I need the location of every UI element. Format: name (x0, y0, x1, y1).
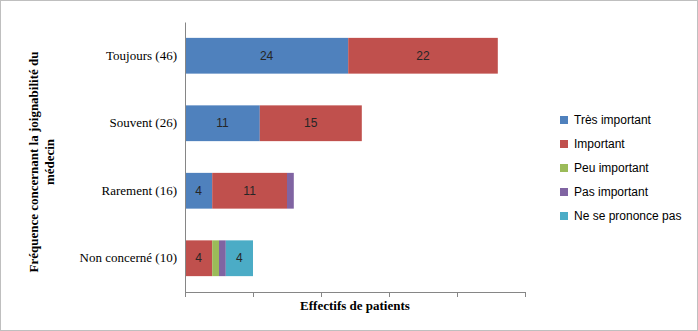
x-tick (389, 292, 390, 297)
y-axis-line (185, 23, 186, 293)
bar (497, 38, 498, 74)
legend-label: Important (574, 137, 625, 151)
legend-label: Peu important (574, 161, 649, 175)
data-label: 4 (195, 184, 202, 198)
chart-frame (1, 1, 698, 331)
bars (185, 38, 498, 276)
data-label: 11 (216, 116, 229, 130)
bar (497, 38, 498, 74)
bar (212, 240, 219, 276)
data-label: 24 (260, 49, 274, 63)
y-tick: Souvent (26) (109, 115, 177, 130)
x-tick (525, 292, 526, 297)
y-axis-title-line: médecin (42, 138, 57, 185)
bar (361, 105, 362, 141)
bar (185, 173, 212, 209)
bar (293, 173, 294, 209)
x-tick (253, 292, 254, 297)
data-label: 15 (304, 116, 318, 130)
bar (185, 38, 348, 74)
bar (287, 173, 294, 209)
x-tick-mark (457, 292, 458, 297)
legend-label: Ne se prononce pas (574, 209, 681, 223)
x-tick (321, 292, 322, 297)
bar (361, 105, 362, 141)
y-tick: Toujours (46) (106, 48, 177, 63)
data-label: 11 (243, 184, 256, 198)
x-tick-mark (389, 292, 390, 297)
x-tick (457, 292, 458, 297)
series-bars (226, 240, 253, 276)
y-tick-label: Souvent (26) (109, 115, 177, 130)
data-label: 4 (236, 251, 243, 265)
y-tick: Rarement (16) (102, 183, 177, 198)
bar (185, 105, 260, 141)
x-tick-mark (185, 292, 186, 297)
series-bars (219, 173, 294, 276)
data-labels: 24 11 4 22 15 11 4 4 (195, 49, 430, 266)
x-tick-mark (321, 292, 322, 297)
x-tick-mark (525, 292, 526, 297)
y-tick-label: Non concerné (10) (80, 250, 177, 265)
x-axis-title: Effectifs de patients (300, 298, 410, 313)
bar (497, 38, 498, 74)
legend-item: Important (560, 137, 625, 151)
x-axis (186, 292, 526, 297)
bar (348, 38, 498, 74)
data-label: 22 (416, 49, 430, 63)
y-tick-label: Toujours (46) (106, 48, 177, 63)
legend-label: Pas important (574, 185, 649, 199)
series-bars (185, 38, 498, 276)
series-bars (212, 240, 219, 276)
legend-swatch (560, 188, 568, 196)
y-tick: Non concerné (10) (80, 250, 177, 265)
x-axis-line (186, 292, 526, 293)
y-axis: Toujours (46) Souvent (26) Rarement (16) No… (80, 23, 186, 293)
x-tick (185, 292, 186, 297)
chart: 24 11 4 22 15 11 4 4 Toujours (46) Souvent (26) Ra… (0, 0, 698, 331)
bar (226, 240, 253, 276)
bar (361, 105, 362, 141)
bar (212, 173, 287, 209)
y-axis-title-line: Fréquence concernant la joignabilité du (26, 52, 41, 273)
legend-item: Très important (560, 113, 652, 127)
x-tick-mark (253, 292, 254, 297)
legend-item: Pas important (560, 185, 649, 199)
data-label: 4 (195, 251, 202, 265)
legend-swatch (560, 164, 568, 172)
bar (219, 240, 226, 276)
y-axis-title: Fréquence concernant la joignabilité dum… (26, 52, 57, 273)
bar (185, 240, 212, 276)
bar (260, 105, 362, 141)
legend-swatch (560, 212, 568, 220)
legend-item: Peu important (560, 161, 649, 175)
legend-item: Ne se prononce pas (560, 209, 681, 223)
legend: Très important Important Peu important Pas … (560, 113, 681, 223)
legend-swatch (560, 116, 568, 124)
legend-label: Très important (574, 113, 652, 127)
legend-swatch (560, 140, 568, 148)
y-tick-label: Rarement (16) (102, 183, 177, 198)
